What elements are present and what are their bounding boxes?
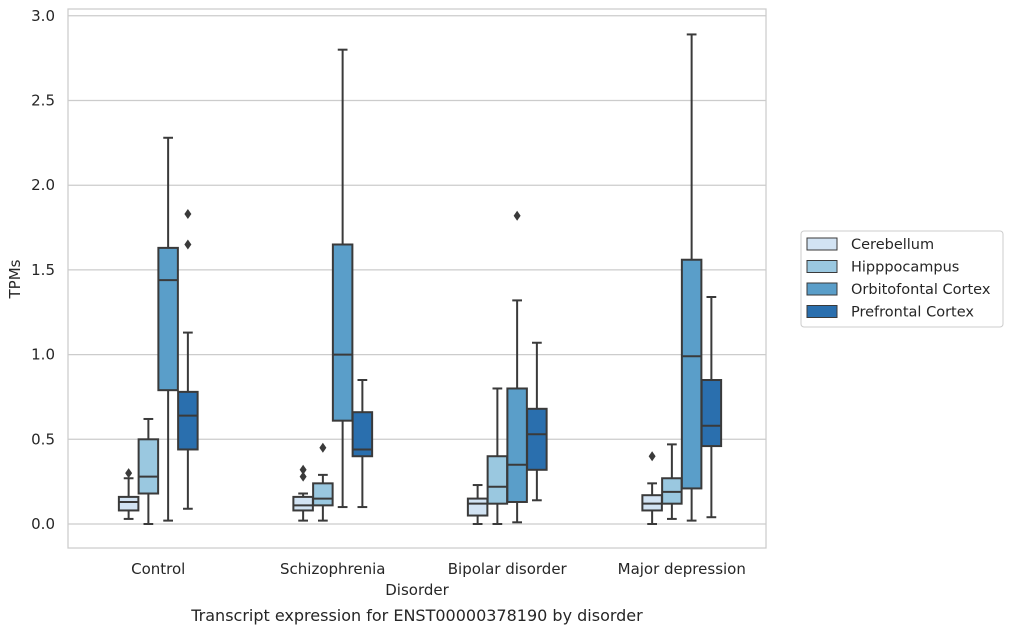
box-2-2: [506, 210, 528, 524]
x-axis-title: Disorder: [385, 581, 449, 599]
legend-label: Prefrontal Cortex: [851, 305, 974, 321]
box-body: [700, 379, 723, 448]
outlier-point: [299, 464, 307, 475]
box-0-1: [292, 464, 314, 522]
box-2-0: [157, 136, 179, 522]
x-tick-labels: Control Schizophrenia Bipolar disorder Majo…: [131, 560, 746, 578]
y-tick-label: 2.0: [31, 176, 55, 194]
box-1-0: [137, 417, 160, 525]
legend-swatch: [806, 237, 838, 251]
y-tick-label: 0.5: [31, 430, 55, 448]
box-body: [331, 243, 354, 422]
box-body: [506, 387, 528, 503]
legend: Cerebellum Hipppocampus Orbitofontal Corte…: [800, 230, 1004, 328]
x-tick-label: Schizophrenia: [280, 560, 385, 578]
x-tick-label: Control: [131, 560, 185, 578]
legend-frame: [800, 230, 1004, 328]
legend-label: Hipppocampus: [851, 260, 959, 276]
box-body: [680, 258, 703, 490]
outlier-point: [184, 239, 192, 250]
box-0-0: [117, 468, 140, 520]
box-body: [157, 246, 179, 392]
legend-swatch: [806, 282, 838, 296]
legend-label: Cerebellum: [851, 237, 934, 253]
box-body: [117, 495, 140, 512]
boxes: [117, 33, 723, 525]
y-tick-label: 2.5: [31, 92, 55, 110]
legend-swatch: [806, 305, 838, 318]
box-3-0: [177, 208, 199, 510]
box-1-3: [661, 443, 683, 520]
box-3-3: [700, 296, 723, 519]
outlier-point: [299, 471, 307, 482]
box-body: [177, 390, 199, 451]
box-3-1: [351, 379, 374, 509]
box-1-1: [312, 442, 334, 522]
y-axis-title: TPMs: [6, 259, 24, 299]
y-tick-label: 3.0: [31, 7, 55, 25]
box-2-1: [331, 48, 354, 509]
box-body: [351, 411, 374, 458]
box-body: [466, 497, 489, 517]
legend-label: Orbitofontal Cortex: [851, 282, 991, 298]
legend-swatch: [806, 260, 838, 273]
box-2-3: [680, 33, 703, 522]
box-body: [292, 495, 314, 512]
x-tick-label: Bipolar disorder: [448, 560, 568, 578]
box-body: [312, 482, 334, 507]
y-tick-labels: 0.0 0.5 1.0 1.5 2.0 2.5 3.0: [31, 7, 55, 533]
box-0-2: [466, 484, 489, 525]
y-tick-label: 1.5: [31, 261, 55, 279]
box-body: [486, 455, 509, 505]
box-body: [137, 438, 160, 495]
y-tick-label: 0.0: [31, 515, 55, 533]
box-1-2: [486, 387, 509, 525]
outlier-point: [319, 442, 327, 453]
y-tick-label: 1.0: [31, 346, 55, 364]
outlier-point: [125, 468, 133, 479]
outlier-point: [648, 451, 656, 462]
chart-caption: Transcript expression for ENST0000037819…: [191, 606, 643, 625]
outlier-point: [184, 208, 192, 219]
outlier-point: [513, 210, 521, 221]
plot-frame: [67, 8, 767, 549]
box-0-3: [641, 451, 663, 525]
box-3-2: [526, 341, 548, 502]
box-body: [526, 407, 548, 471]
x-tick-label: Major depression: [618, 560, 746, 578]
